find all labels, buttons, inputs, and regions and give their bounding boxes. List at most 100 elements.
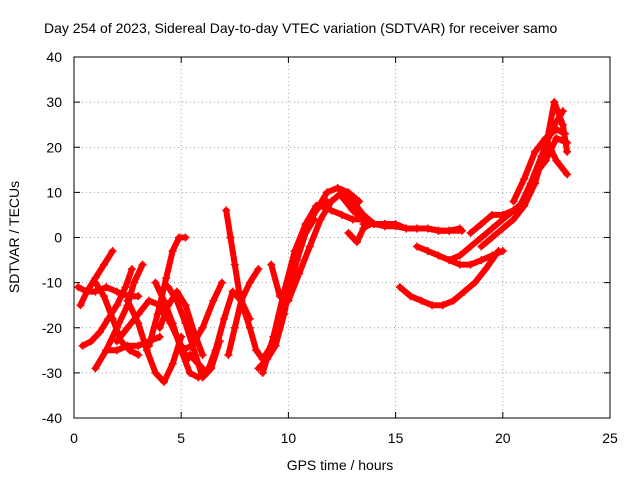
data-point (74, 283, 83, 292)
data-point (406, 292, 415, 301)
data-point (460, 287, 469, 296)
x-tick-label: 5 (177, 430, 185, 446)
data-point (181, 233, 190, 242)
data-point (563, 170, 572, 179)
data-point (466, 228, 475, 237)
data-point (91, 364, 100, 373)
data-series-arc11 (152, 279, 202, 381)
x-tick-label: 0 (70, 430, 78, 446)
data-point (145, 337, 154, 346)
data-point (87, 337, 96, 346)
data-point (558, 120, 567, 129)
data-point (520, 174, 529, 183)
data-point (155, 323, 164, 332)
data-point (481, 265, 490, 274)
data-point (284, 296, 293, 305)
data-point (134, 350, 143, 359)
data-point (112, 346, 121, 355)
data-point (488, 233, 497, 242)
data-point (470, 278, 479, 287)
data-point (509, 197, 518, 206)
data-point (160, 377, 169, 386)
data-point (338, 192, 346, 201)
x-tick-label: 20 (495, 430, 511, 446)
data-point (550, 98, 559, 107)
data-series-arc26 (360, 221, 466, 234)
data-point (194, 359, 203, 368)
data-point (327, 206, 336, 215)
data-point (509, 206, 518, 215)
data-point (153, 310, 162, 319)
data-point (498, 210, 507, 219)
data-point (102, 346, 111, 355)
data-point (348, 215, 357, 224)
data-point (267, 260, 276, 269)
data-point (258, 368, 267, 377)
data-point (230, 323, 239, 332)
data-point (123, 296, 132, 305)
x-tick-label: 10 (281, 430, 297, 446)
data-point (198, 373, 207, 382)
data-point (190, 346, 199, 355)
y-tick-label: -10 (42, 275, 62, 291)
data-point (91, 278, 100, 287)
data-point (168, 247, 177, 256)
data-point (548, 125, 557, 134)
chart-title: Day 254 of 2023, Sidereal Day-to-day VTE… (44, 20, 557, 36)
data-point (498, 224, 507, 233)
data-point (509, 215, 518, 224)
data-point (530, 147, 539, 156)
data-point (423, 224, 432, 233)
data-point (449, 296, 458, 305)
data-point (458, 226, 467, 235)
data-series-arc4 (92, 261, 146, 372)
data-point (211, 346, 220, 355)
y-tick-label: 10 (46, 184, 62, 200)
data-point (168, 319, 177, 328)
x-tick-label: 25 (602, 430, 618, 446)
data-point (252, 346, 261, 355)
data-point (402, 224, 411, 233)
data-point (127, 265, 136, 274)
data-point (230, 260, 239, 269)
data-point (344, 188, 353, 197)
data-point (552, 134, 561, 143)
data-point (477, 256, 486, 265)
data-point (145, 296, 154, 305)
data-point (327, 197, 336, 206)
data-point (162, 274, 171, 283)
data-point (245, 278, 254, 287)
data-point (348, 233, 357, 242)
data-point (380, 222, 389, 231)
data-point (370, 219, 379, 228)
x-axis-label: GPS time / hours (287, 457, 394, 473)
data-point (160, 296, 169, 305)
data-point (455, 251, 464, 260)
data-point (185, 350, 194, 359)
data-point (494, 247, 503, 256)
data-point (123, 341, 132, 350)
data-point (434, 251, 443, 260)
data-point (537, 152, 546, 161)
data-point (348, 206, 357, 215)
data-series-arc34 (532, 135, 571, 178)
data-point (226, 233, 235, 242)
data-point (224, 350, 233, 359)
data-point (563, 147, 572, 156)
y-axis: -40 -30 -20 -10 0 10 20 30 40 (42, 49, 610, 426)
data-point (428, 301, 437, 310)
data-point (455, 260, 464, 269)
data-series-arc28 (396, 248, 502, 309)
data-point (222, 206, 231, 215)
data-point (220, 314, 229, 323)
y-tick-label: 20 (46, 139, 62, 155)
y-tick-label: -30 (42, 365, 62, 381)
data-point (305, 242, 314, 251)
data-point (172, 296, 181, 305)
x-axis: 0 5 10 15 20 25 (70, 57, 618, 446)
data-point (95, 328, 104, 337)
data-point (477, 242, 486, 251)
data-point (344, 228, 353, 237)
data-point (312, 206, 321, 215)
data-point (134, 292, 143, 301)
